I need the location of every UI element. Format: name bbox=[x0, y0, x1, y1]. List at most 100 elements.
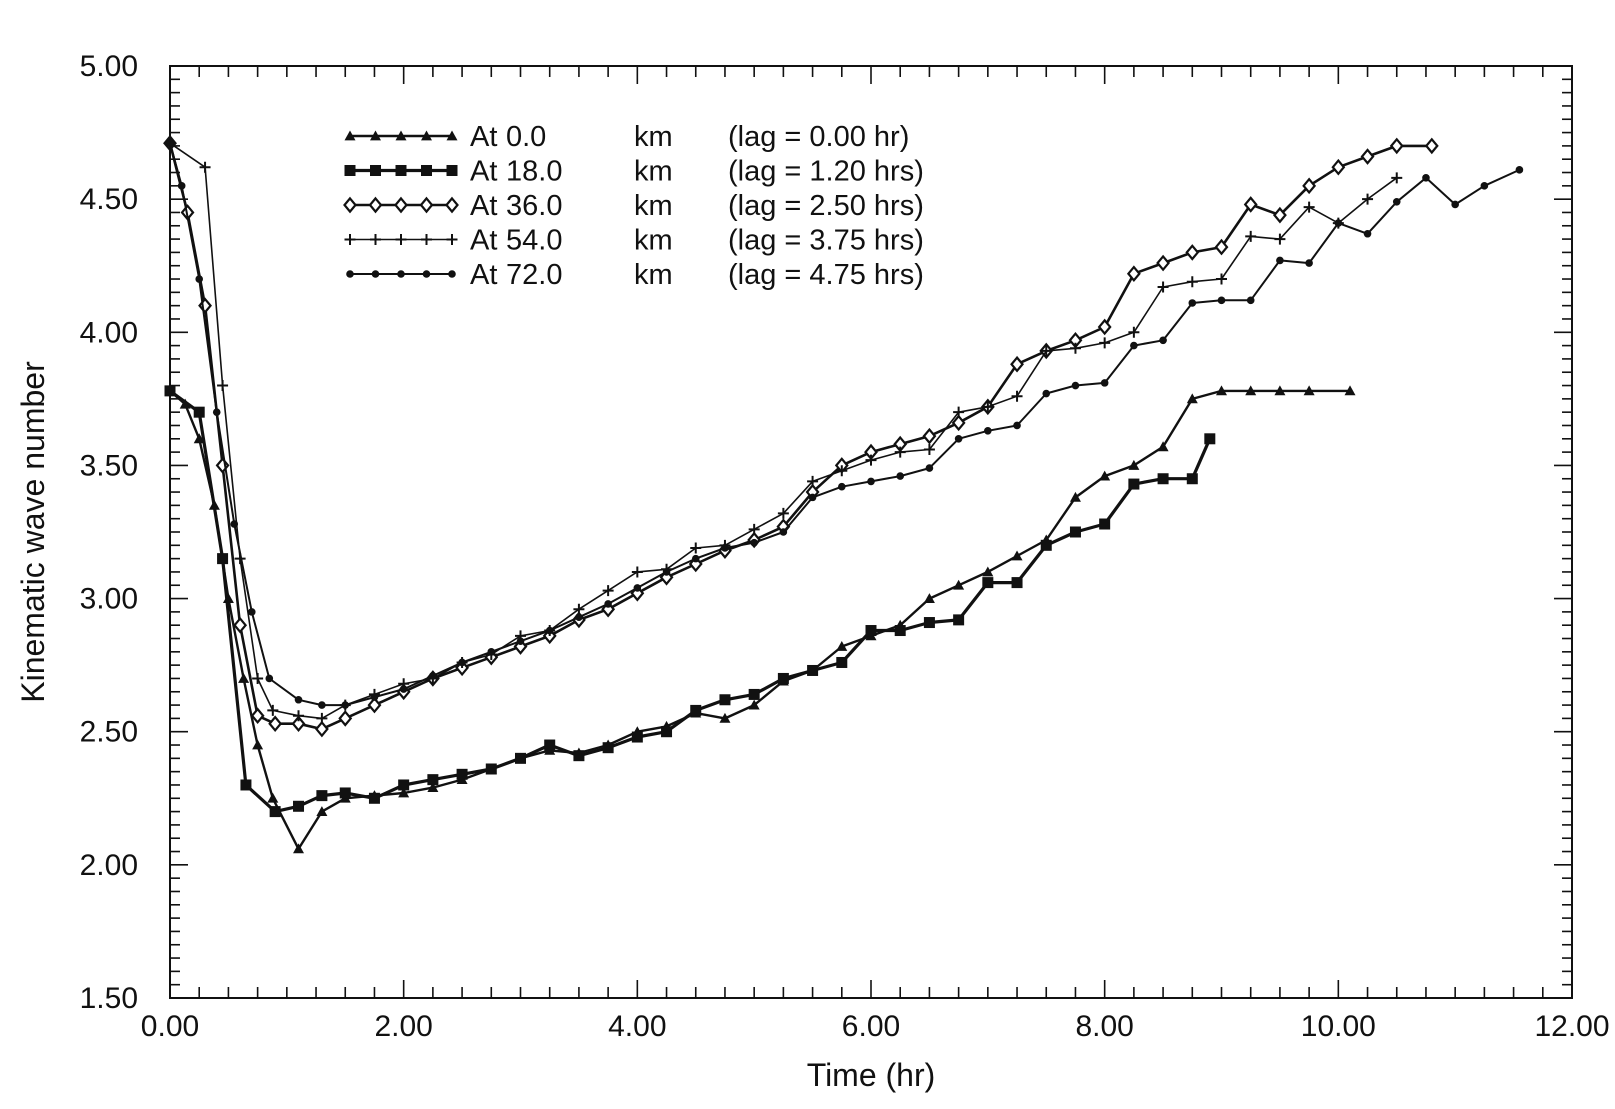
data-point bbox=[1126, 265, 1141, 283]
data-point bbox=[604, 600, 612, 608]
data-point bbox=[230, 520, 239, 528]
legend-at: At bbox=[470, 225, 497, 257]
x-tick-label: 4.00 bbox=[608, 1010, 666, 1043]
legend-entry: At 18.0 km (lag = 1.20 hrs) bbox=[344, 156, 924, 188]
y-tick-label: 3.50 bbox=[80, 449, 138, 482]
data-point bbox=[984, 427, 992, 435]
data-point bbox=[750, 538, 758, 547]
data-point bbox=[690, 704, 702, 716]
data-point bbox=[807, 664, 819, 676]
data-point bbox=[1344, 385, 1356, 396]
legend-dist: 0.0 bbox=[506, 121, 546, 153]
legend-marker bbox=[371, 270, 380, 278]
data-point bbox=[631, 731, 643, 743]
data-point bbox=[293, 843, 305, 854]
data-point bbox=[1011, 577, 1023, 589]
data-point bbox=[954, 435, 963, 443]
legend-marker bbox=[395, 234, 407, 245]
data-point bbox=[1069, 526, 1081, 538]
data-point bbox=[1128, 459, 1140, 470]
data-point bbox=[250, 707, 265, 725]
data-point bbox=[1245, 385, 1257, 396]
data-point bbox=[293, 800, 305, 812]
data-point bbox=[690, 542, 702, 554]
data-point bbox=[1186, 393, 1198, 404]
legend-entry: At 54.0 km (lag = 3.75 hrs) bbox=[344, 225, 924, 257]
data-point bbox=[602, 742, 614, 754]
data-point bbox=[193, 406, 205, 418]
legend-marker bbox=[368, 196, 383, 214]
data-point bbox=[1515, 166, 1524, 174]
data-point bbox=[573, 750, 585, 762]
data-point bbox=[217, 380, 229, 392]
data-point bbox=[293, 710, 305, 722]
data-point bbox=[513, 638, 528, 655]
data-point bbox=[318, 701, 326, 709]
series-layer bbox=[163, 134, 1524, 854]
legend-entry: At 0.0 km (lag = 0.00 hr) bbox=[344, 121, 909, 153]
data-point bbox=[1099, 518, 1111, 530]
data-point bbox=[982, 566, 994, 577]
data-point bbox=[661, 726, 673, 738]
data-point bbox=[779, 528, 788, 536]
legend-marker bbox=[343, 196, 357, 214]
data-point bbox=[953, 579, 965, 590]
x-tick-label: 2.00 bbox=[374, 1010, 432, 1043]
y-tick-label: 1.50 bbox=[80, 982, 138, 1015]
legend-unit: km bbox=[634, 259, 673, 291]
legend-marker bbox=[448, 270, 456, 278]
data-point bbox=[427, 782, 439, 793]
data-point bbox=[1011, 550, 1023, 561]
y-tick-label: 4.50 bbox=[80, 183, 138, 216]
x-axis-title: Time (hr) bbox=[807, 1057, 936, 1093]
data-point bbox=[807, 475, 819, 487]
data-point bbox=[630, 584, 645, 602]
legend-lag: (lag = 1.20 hrs) bbox=[728, 156, 924, 188]
y-tick-label: 4.00 bbox=[80, 316, 138, 349]
data-point bbox=[719, 712, 731, 723]
data-point bbox=[867, 477, 875, 486]
legend-marker bbox=[397, 270, 405, 278]
data-point bbox=[398, 779, 410, 791]
data-point bbox=[836, 641, 848, 651]
data-point bbox=[1480, 182, 1489, 190]
data-point bbox=[1013, 421, 1021, 430]
data-point bbox=[516, 637, 525, 645]
legend-marker bbox=[421, 130, 432, 141]
data-point bbox=[748, 688, 760, 700]
series-1 bbox=[164, 385, 1356, 854]
legend-at: At bbox=[470, 190, 497, 222]
legend-dist: 18.0 bbox=[506, 156, 562, 188]
legend-marker bbox=[344, 130, 356, 141]
data-point bbox=[544, 739, 556, 751]
data-point bbox=[338, 710, 353, 727]
data-point bbox=[212, 408, 221, 416]
data-point bbox=[1188, 299, 1197, 307]
data-point bbox=[398, 787, 410, 798]
data-point bbox=[925, 464, 934, 472]
data-point bbox=[1099, 470, 1111, 481]
data-point bbox=[1276, 256, 1284, 265]
data-point bbox=[894, 625, 906, 637]
data-point bbox=[865, 454, 877, 466]
data-point bbox=[177, 182, 186, 190]
legend-unit: km bbox=[634, 156, 673, 188]
data-point bbox=[1099, 337, 1111, 349]
data-point bbox=[316, 712, 328, 724]
data-point bbox=[1392, 198, 1401, 206]
data-point bbox=[368, 792, 380, 804]
data-point bbox=[291, 715, 306, 733]
data-point bbox=[1204, 433, 1216, 445]
data-point bbox=[1157, 473, 1169, 485]
data-point bbox=[265, 674, 274, 683]
legend-marker bbox=[394, 196, 408, 214]
data-point bbox=[195, 275, 204, 283]
data-point bbox=[1128, 326, 1140, 338]
data-point bbox=[485, 763, 497, 775]
data-point bbox=[515, 752, 526, 764]
data-point bbox=[894, 446, 906, 458]
data-point bbox=[1303, 201, 1315, 213]
data-point bbox=[1216, 273, 1227, 285]
data-point bbox=[1128, 478, 1140, 490]
